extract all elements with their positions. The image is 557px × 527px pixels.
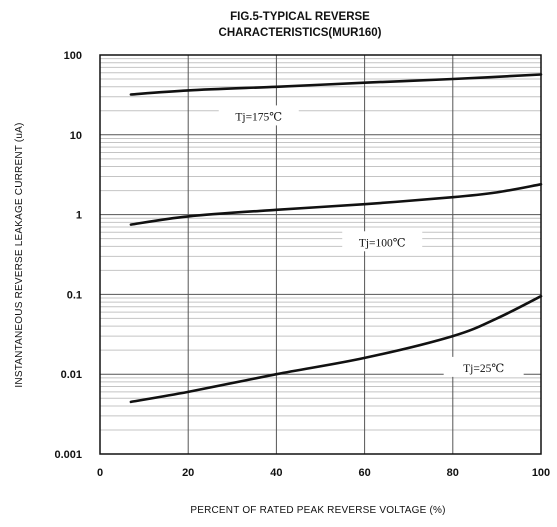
- x-tick-label: 0: [97, 467, 103, 479]
- series-label-background: [342, 231, 423, 252]
- x-tick-label: 80: [447, 467, 459, 479]
- x-tick-label: 40: [270, 467, 282, 479]
- chart-title: FIG.5-TYPICAL REVERSE: [230, 11, 370, 23]
- y-tick-label: 0.01: [61, 369, 82, 381]
- y-tick-label: 0.001: [54, 449, 82, 461]
- series-label: Tj=100℃: [359, 237, 406, 249]
- y-tick-label: 0.1: [67, 289, 82, 301]
- series-labels: Tj=175℃ Tj=100℃ Tj=25℃: [218, 105, 524, 377]
- plot-frame: [99, 54, 542, 455]
- chart-subtitle: CHARACTERISTICS(MUR160): [219, 27, 382, 39]
- tick-labels: 0 20 40 60 80 100 0.001 0.01 0.1 1 10 100: [54, 50, 550, 479]
- y-tick-label: 100: [64, 50, 82, 62]
- x-tick-label: 60: [358, 467, 370, 479]
- series-line: [129, 183, 543, 226]
- grid: [99, 54, 542, 455]
- series-line: [129, 73, 543, 96]
- x-axis-label: PERCENT OF RATED PEAK REVERSE VOLTAGE (%…: [190, 505, 445, 516]
- series-label: Tj=175℃: [235, 111, 282, 123]
- y-tick-label: 10: [70, 130, 82, 142]
- series-lines: [129, 73, 543, 404]
- y-axis-label: INSTANTANEOUS REVERSE LEAKAGE CURRENT (u…: [14, 122, 25, 387]
- series-label-background: [218, 105, 299, 126]
- series-line: [129, 294, 543, 404]
- y-tick-label: 1: [76, 210, 82, 222]
- series-label-background: [443, 356, 524, 377]
- series-label: Tj=25℃: [463, 363, 504, 375]
- x-tick-label: 20: [182, 467, 194, 479]
- x-tick-label: 100: [532, 467, 550, 479]
